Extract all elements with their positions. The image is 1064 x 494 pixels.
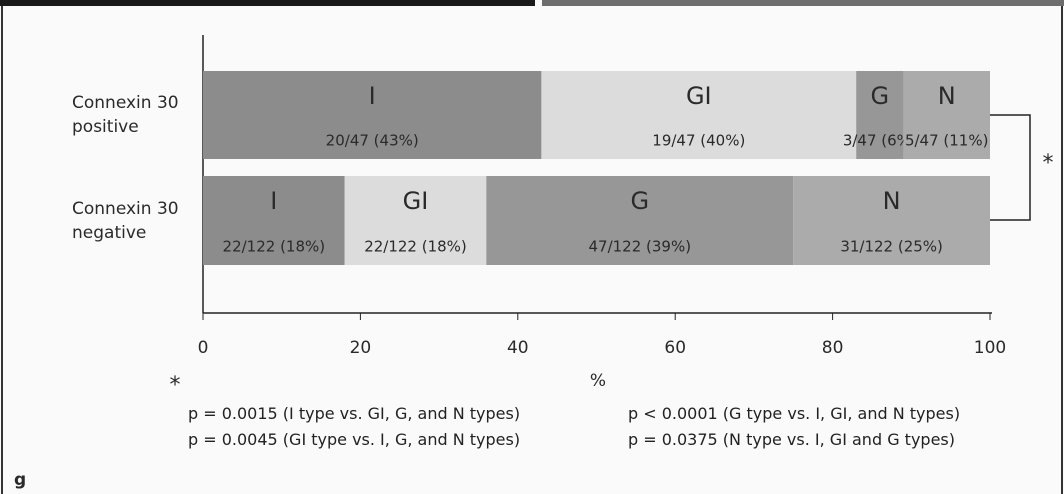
segment-name: N (938, 82, 956, 110)
x-tick-label: 60 (664, 338, 686, 358)
figure-panel: * % * g 020406080100I20/47 (43%)GI19/47 … (0, 0, 1064, 494)
segment-name: G (630, 187, 649, 215)
segment-name: N (883, 187, 901, 215)
top-image-strip (0, 0, 535, 6)
footnote: p = 0.0045 (GI type vs. I, G, and N type… (188, 430, 520, 449)
x-tick-label: 0 (198, 338, 209, 358)
value-label: 22/122 (18%) (364, 238, 467, 256)
value-label: 20/47 (43%) (326, 132, 419, 150)
value-label: 5/47 (11%) (905, 132, 989, 150)
category-label: Connexin 30 positive (72, 91, 192, 139)
segment-name: GI (686, 82, 712, 110)
category-label: Connexin 30 negative (72, 197, 192, 245)
value-label: 47/122 (39%) (588, 238, 691, 256)
significance-bracket (990, 115, 1030, 220)
segment-name: G (871, 82, 890, 110)
footnote-marker: * (170, 373, 181, 398)
x-tick-label: 20 (350, 338, 372, 358)
x-axis-title: % (590, 371, 606, 391)
footnote: p < 0.0001 (G type vs. I, GI, and N type… (628, 404, 960, 423)
top-image-strip (542, 0, 1064, 6)
footnote: p = 0.0015 (I type vs. GI, G, and N type… (188, 404, 520, 423)
footnote: p = 0.0375 (N type vs. I, GI and G types… (628, 430, 955, 449)
significance-marker: * (1043, 151, 1054, 176)
x-tick-label: 40 (507, 338, 529, 358)
value-label: 19/47 (40%) (652, 132, 745, 150)
value-label: 31/122 (25%) (840, 238, 943, 256)
segment-name: I (270, 187, 277, 215)
segment-name: GI (403, 187, 429, 215)
x-tick-label: 100 (974, 338, 1006, 358)
panel-label: g (14, 470, 26, 490)
segment-name: I (369, 82, 376, 110)
value-label: 22/122 (18%) (223, 238, 326, 256)
x-tick-label: 80 (822, 338, 844, 358)
